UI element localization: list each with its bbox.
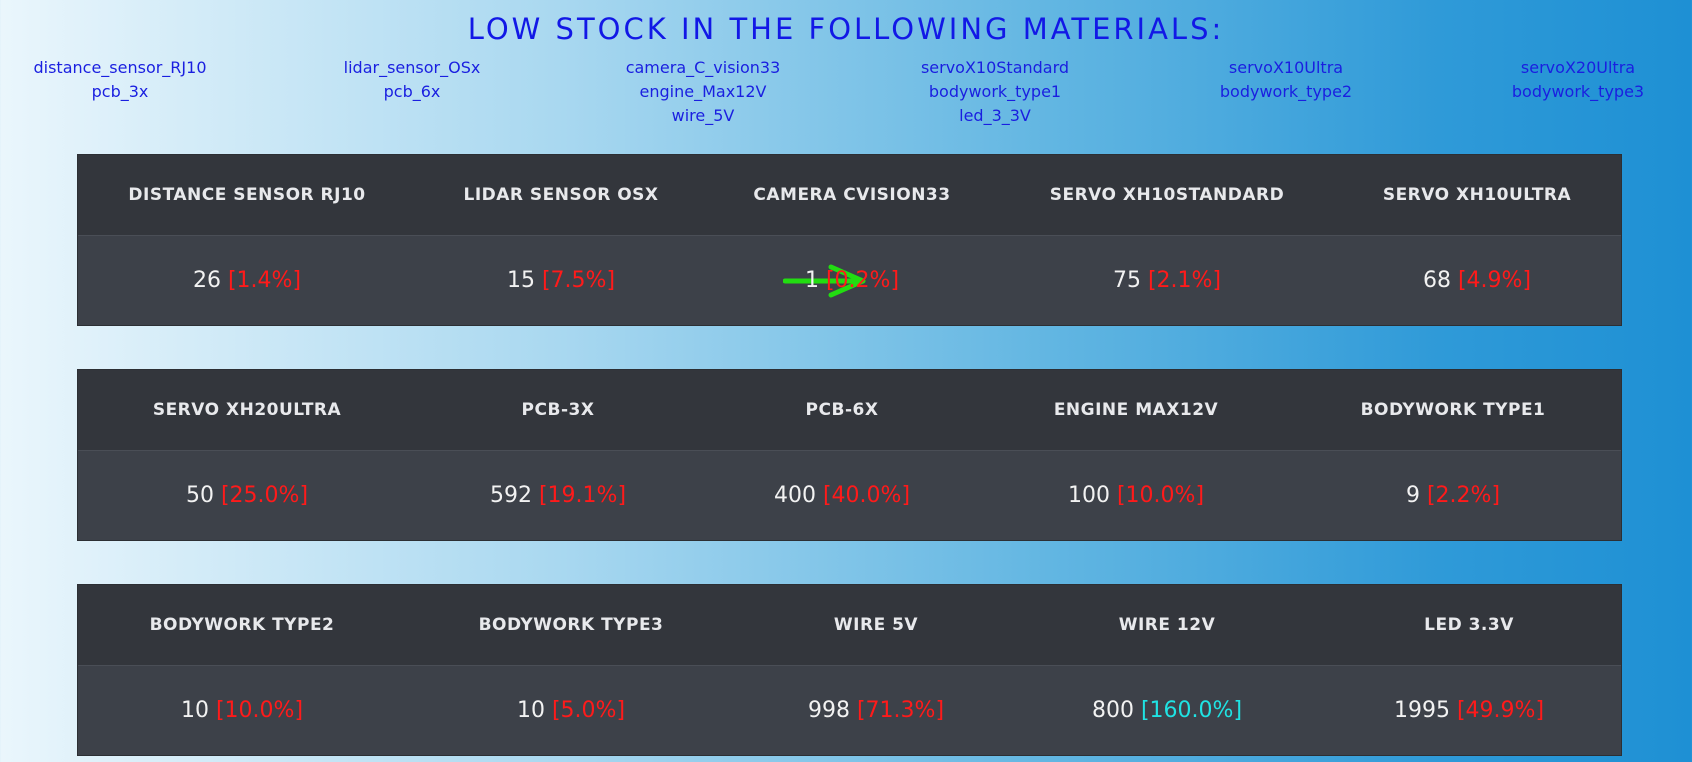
- stock-quantity: 26: [192, 268, 221, 293]
- material-link[interactable]: bodywork_type1: [928, 82, 1062, 101]
- stock-quantity: 998: [807, 698, 850, 723]
- material-link[interactable]: servoX20Ultra: [1520, 58, 1636, 77]
- stock-percent: [2.1%]: [1147, 268, 1222, 293]
- stock-value: 9 [2.2%]: [1303, 451, 1603, 540]
- green-arrow-icon: [783, 264, 866, 298]
- stock-value: 800 [160.0%]: [1017, 666, 1317, 755]
- stock-value: 998 [71.3%]: [726, 666, 1026, 755]
- materials-column-4: servoX10Standard bodywork_type1 led_3_3V: [875, 56, 1115, 128]
- stock-percent: [19.1%]: [538, 483, 627, 508]
- material-name: BODYWORK TYPE1: [1360, 400, 1546, 420]
- stock-value: 10 [5.0%]: [421, 666, 721, 755]
- stock-percent: [160.0%]: [1140, 698, 1243, 723]
- stock-quantity: 15: [506, 268, 535, 293]
- stock-quantity: 1995: [1393, 698, 1450, 723]
- stock-percent: [4.9%]: [1457, 268, 1532, 293]
- stock-panel-values: 10 [10.0%] 10 [5.0%] 998 [71.3%] 800 [16…: [78, 666, 1621, 755]
- material-link[interactable]: bodywork_type3: [1511, 82, 1645, 101]
- material-link[interactable]: led_3_3V: [959, 106, 1031, 125]
- stock-value: 1995 [49.9%]: [1319, 666, 1619, 755]
- stock-value: 100 [10.0%]: [986, 451, 1286, 540]
- stock-percent: [2.2%]: [1426, 483, 1501, 508]
- material-name: WIRE 5V: [833, 615, 919, 635]
- stock-panel-header: BODYWORK TYPE2 BODYWORK TYPE3 WIRE 5V WI…: [78, 585, 1621, 666]
- stock-quantity: 592: [489, 483, 532, 508]
- material-link[interactable]: servoX10Ultra: [1228, 58, 1344, 77]
- stock-quantity: 100: [1067, 483, 1110, 508]
- stock-value: 592 [19.1%]: [408, 451, 708, 540]
- material-name: PCB-6X: [805, 400, 879, 420]
- material-link[interactable]: pcb_3x: [91, 82, 149, 101]
- stock-panel-values: 50 [25.0%] 592 [19.1%] 400 [40.0%] 100 […: [78, 451, 1621, 540]
- stock-panel-header: DISTANCE SENSOR RJ10 LIDAR SENSOR OSX CA…: [78, 155, 1621, 236]
- stock-quantity: 75: [1112, 268, 1141, 293]
- material-name: CAMERA CVISION33: [753, 185, 951, 205]
- stock-value: 75 [2.1%]: [1017, 236, 1317, 325]
- stock-percent: [1.4%]: [227, 268, 302, 293]
- material-link[interactable]: distance_sensor_RJ10: [33, 58, 207, 77]
- stock-value: 15 [7.5%]: [411, 236, 711, 325]
- material-name: BODYWORK TYPE2: [149, 615, 335, 635]
- materials-column-6: servoX20Ultra bodywork_type3: [1458, 56, 1692, 104]
- low-stock-materials-list: distance_sensor_RJ10 pcb_3x lidar_sensor…: [0, 56, 1692, 126]
- materials-column-3: camera_C_vision33 engine_Max12V wire_5V: [583, 56, 823, 128]
- stock-value: 10 [10.0%]: [92, 666, 392, 755]
- material-name: SERVO XH10ULTRA: [1382, 185, 1572, 205]
- stock-panel-values: 26 [1.4%] 15 [7.5%] 1 [0.2%] 75 [2.1%] 6…: [78, 236, 1621, 325]
- stock-percent: [5.0%]: [551, 698, 626, 723]
- stock-percent: [10.0%]: [1116, 483, 1205, 508]
- material-name: ENGINE MAX12V: [1053, 400, 1219, 420]
- material-link[interactable]: bodywork_type2: [1219, 82, 1353, 101]
- stock-panel-1: DISTANCE SENSOR RJ10 LIDAR SENSOR OSX CA…: [78, 155, 1621, 325]
- material-name: SERVO XH20ULTRA: [152, 400, 342, 420]
- stock-quantity: 68: [1422, 268, 1451, 293]
- stock-percent: [7.5%]: [541, 268, 616, 293]
- page-title: LOW STOCK IN THE FOLLOWING MATERIALS:: [467, 12, 1225, 46]
- material-link[interactable]: pcb_6x: [383, 82, 441, 101]
- stock-percent: [25.0%]: [220, 483, 309, 508]
- material-name: PCB-3X: [521, 400, 595, 420]
- stock-quantity: 1: [804, 268, 819, 293]
- stock-percent: [71.3%]: [856, 698, 945, 723]
- stock-value: 1 [0.2%]: [702, 236, 1002, 325]
- material-name: LIDAR SENSOR OSX: [463, 185, 659, 205]
- stock-panel-3: BODYWORK TYPE2 BODYWORK TYPE3 WIRE 5V WI…: [78, 585, 1621, 755]
- materials-column-5: servoX10Ultra bodywork_type2: [1166, 56, 1406, 104]
- stock-percent: [0.2%]: [825, 268, 900, 293]
- material-link[interactable]: lidar_sensor_OSx: [343, 58, 481, 77]
- stock-percent: [40.0%]: [822, 483, 911, 508]
- material-link[interactable]: servoX10Standard: [920, 58, 1070, 77]
- stock-panel-header: SERVO XH20ULTRA PCB-3X PCB-6X ENGINE MAX…: [78, 370, 1621, 451]
- stock-quantity: 800: [1091, 698, 1134, 723]
- material-name: DISTANCE SENSOR RJ10: [128, 185, 366, 205]
- stock-percent: [10.0%]: [215, 698, 304, 723]
- material-link[interactable]: camera_C_vision33: [625, 58, 781, 77]
- materials-column-1: distance_sensor_RJ10 pcb_3x: [0, 56, 240, 104]
- stock-quantity: 400: [773, 483, 816, 508]
- material-name: LED 3.3V: [1424, 615, 1514, 635]
- stock-value: 26 [1.4%]: [97, 236, 397, 325]
- material-link[interactable]: engine_Max12V: [639, 82, 767, 101]
- materials-column-2: lidar_sensor_OSx pcb_6x: [292, 56, 532, 104]
- stock-value: 50 [25.0%]: [97, 451, 397, 540]
- stock-value: 68 [4.9%]: [1327, 236, 1627, 325]
- material-name: BODYWORK TYPE3: [478, 615, 664, 635]
- material-name: WIRE 12V: [1118, 615, 1216, 635]
- stock-quantity: 10: [516, 698, 545, 723]
- material-name: SERVO XH10STANDARD: [1049, 185, 1285, 205]
- material-link[interactable]: wire_5V: [671, 106, 735, 125]
- stock-panel-2: SERVO XH20ULTRA PCB-3X PCB-6X ENGINE MAX…: [78, 370, 1621, 540]
- stock-quantity: 10: [180, 698, 209, 723]
- stock-value: 400 [40.0%]: [692, 451, 992, 540]
- stock-quantity: 9: [1405, 483, 1420, 508]
- stock-quantity: 50: [185, 483, 214, 508]
- stock-percent: [49.9%]: [1456, 698, 1545, 723]
